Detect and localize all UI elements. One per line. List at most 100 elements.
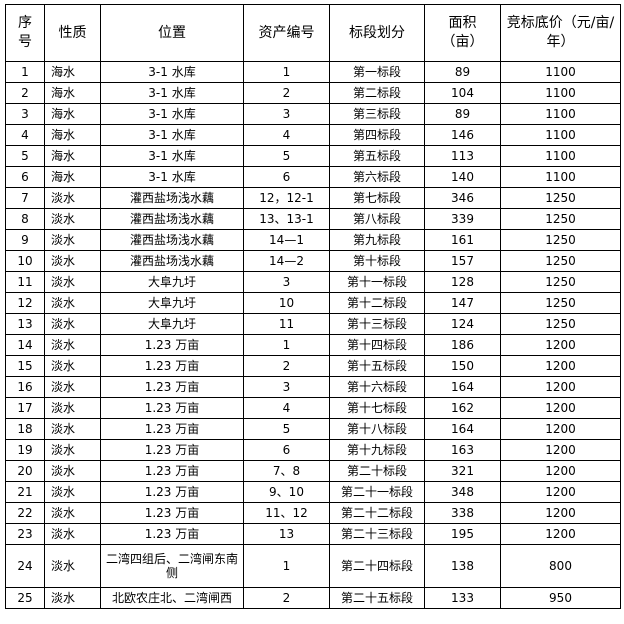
cell-reserve-price: 1100 xyxy=(500,124,621,146)
cell-index: 11 xyxy=(5,271,45,293)
cell-area: 339 xyxy=(424,208,501,230)
cell-index: 3 xyxy=(5,103,45,125)
cell-location: 3-1 水库 xyxy=(100,61,244,83)
header-section: 标段划分 xyxy=(329,4,425,62)
table-row: 15 淡水 1.23 万亩 2 第十五标段 150 1200 xyxy=(5,355,621,377)
cell-location: 3-1 水库 xyxy=(100,103,244,125)
cell-location: 3-1 水库 xyxy=(100,124,244,146)
table-row: 1 海水 3-1 水库 1 第一标段 89 1100 xyxy=(5,61,621,83)
cell-type: 海水 xyxy=(44,103,101,125)
cell-index: 17 xyxy=(5,397,45,419)
cell-section: 第一标段 xyxy=(329,61,425,83)
cell-area: 147 xyxy=(424,292,501,314)
cell-section: 第二标段 xyxy=(329,82,425,104)
cell-asset-no: 2 xyxy=(243,355,330,377)
table-row: 21 淡水 1.23 万亩 9、10 第二十一标段 348 1200 xyxy=(5,481,621,503)
cell-reserve-price: 1250 xyxy=(500,187,621,209)
cell-type: 淡水 xyxy=(44,313,101,335)
cell-index: 23 xyxy=(5,523,45,545)
cell-reserve-price: 1250 xyxy=(500,229,621,251)
cell-section: 第十六标段 xyxy=(329,376,425,398)
cell-index: 16 xyxy=(5,376,45,398)
cell-type: 淡水 xyxy=(44,523,101,545)
cell-area: 162 xyxy=(424,397,501,419)
table-row: 8 淡水 灌西盐场浅水藕 13、13-1 第八标段 339 1250 xyxy=(5,208,621,230)
table-row: 13 淡水 大阜九圩 11 第十三标段 124 1250 xyxy=(5,313,621,335)
cell-asset-no: 5 xyxy=(243,145,330,167)
cell-reserve-price: 1250 xyxy=(500,313,621,335)
cell-area: 157 xyxy=(424,250,501,272)
cell-section: 第五标段 xyxy=(329,145,425,167)
cell-location: 1.23 万亩 xyxy=(100,334,244,356)
cell-area: 195 xyxy=(424,523,501,545)
cell-area: 104 xyxy=(424,82,501,104)
cell-asset-no: 9、10 xyxy=(243,481,330,503)
cell-reserve-price: 1200 xyxy=(500,355,621,377)
cell-reserve-price: 1200 xyxy=(500,397,621,419)
cell-asset-no: 11、12 xyxy=(243,502,330,524)
header-index: 序号 xyxy=(5,4,45,62)
cell-reserve-price: 1200 xyxy=(500,502,621,524)
cell-asset-no: 11 xyxy=(243,313,330,335)
cell-section: 第十三标段 xyxy=(329,313,425,335)
cell-index: 20 xyxy=(5,460,45,482)
cell-type: 淡水 xyxy=(44,460,101,482)
cell-area: 164 xyxy=(424,376,501,398)
cell-type: 淡水 xyxy=(44,502,101,524)
cell-location: 1.23 万亩 xyxy=(100,460,244,482)
cell-section: 第二十三标段 xyxy=(329,523,425,545)
cell-location: 1.23 万亩 xyxy=(100,502,244,524)
cell-area: 348 xyxy=(424,481,501,503)
cell-type: 淡水 xyxy=(44,292,101,314)
cell-section: 第八标段 xyxy=(329,208,425,230)
cell-section: 第三标段 xyxy=(329,103,425,125)
cell-type: 海水 xyxy=(44,124,101,146)
cell-area: 346 xyxy=(424,187,501,209)
cell-area: 150 xyxy=(424,355,501,377)
cell-section: 第二十二标段 xyxy=(329,502,425,524)
cell-section: 第二十标段 xyxy=(329,460,425,482)
cell-location: 1.23 万亩 xyxy=(100,481,244,503)
table-row: 7 淡水 灌西盐场浅水藕 12，12-1 第七标段 346 1250 xyxy=(5,187,621,209)
table-row: 23 淡水 1.23 万亩 13 第二十三标段 195 1200 xyxy=(5,523,621,545)
cell-location: 灌西盐场浅水藕 xyxy=(100,229,244,251)
cell-index: 4 xyxy=(5,124,45,146)
cell-section: 第十四标段 xyxy=(329,334,425,356)
cell-asset-no: 14—2 xyxy=(243,250,330,272)
cell-type: 淡水 xyxy=(44,587,101,609)
cell-type: 淡水 xyxy=(44,229,101,251)
cell-location: 3-1 水库 xyxy=(100,82,244,104)
cell-reserve-price: 1200 xyxy=(500,460,621,482)
cell-index: 13 xyxy=(5,313,45,335)
cell-location: 3-1 水库 xyxy=(100,145,244,167)
cell-location: 1.23 万亩 xyxy=(100,439,244,461)
cell-location: 大阜九圩 xyxy=(100,313,244,335)
bid-section-table: 序号 性质 位置 资产编号 标段划分 面积（亩） 竞标底价（元/亩/年） 1 海水… xyxy=(5,4,621,609)
cell-section: 第十标段 xyxy=(329,250,425,272)
cell-asset-no: 6 xyxy=(243,439,330,461)
cell-asset-no: 6 xyxy=(243,166,330,188)
header-reserve-price: 竞标底价（元/亩/年） xyxy=(500,4,621,62)
cell-reserve-price: 1250 xyxy=(500,250,621,272)
cell-section: 第六标段 xyxy=(329,166,425,188)
cell-type: 淡水 xyxy=(44,418,101,440)
cell-asset-no: 1 xyxy=(243,334,330,356)
cell-area: 338 xyxy=(424,502,501,524)
cell-section: 第十八标段 xyxy=(329,418,425,440)
cell-type: 海水 xyxy=(44,61,101,83)
table-row: 11 淡水 大阜九圩 3 第十一标段 128 1250 xyxy=(5,271,621,293)
cell-index: 25 xyxy=(5,587,45,609)
cell-index: 14 xyxy=(5,334,45,356)
cell-section: 第十七标段 xyxy=(329,397,425,419)
cell-index: 5 xyxy=(5,145,45,167)
cell-index: 6 xyxy=(5,166,45,188)
cell-index: 2 xyxy=(5,82,45,104)
cell-location: 1.23 万亩 xyxy=(100,355,244,377)
cell-location: 1.23 万亩 xyxy=(100,397,244,419)
cell-asset-no: 3 xyxy=(243,103,330,125)
cell-area: 138 xyxy=(424,544,501,588)
cell-section: 第十一标段 xyxy=(329,271,425,293)
cell-reserve-price: 1100 xyxy=(500,166,621,188)
cell-area: 161 xyxy=(424,229,501,251)
cell-type: 淡水 xyxy=(44,376,101,398)
